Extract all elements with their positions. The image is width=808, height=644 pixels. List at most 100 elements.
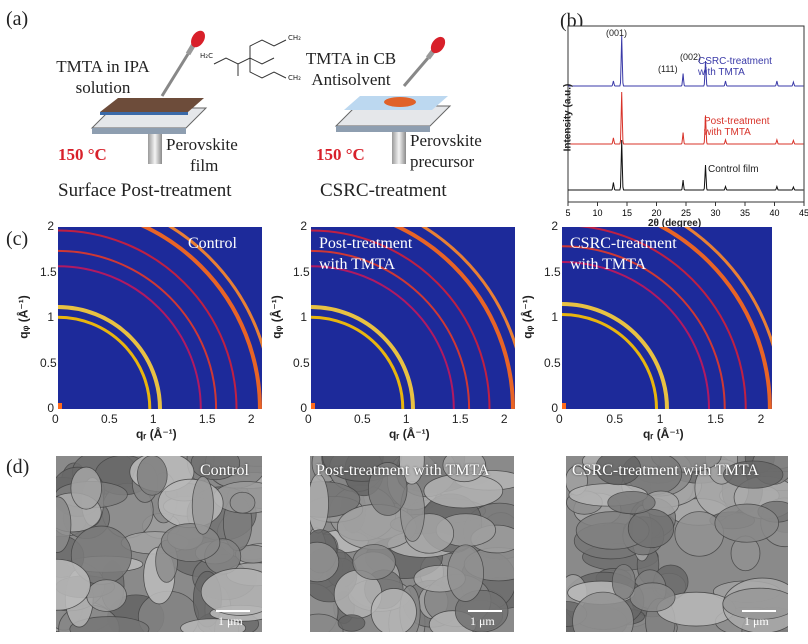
scale-bar-0: [216, 610, 250, 612]
giwaxs-ytick-label: 1: [551, 310, 558, 324]
sem-label-0: Control: [200, 462, 249, 479]
schematic-drawing: [90, 30, 452, 164]
giwaxs-ytick-label: 2: [47, 219, 54, 233]
xrd-series-2: [568, 139, 804, 191]
xrd-xtick-label: 25: [681, 208, 691, 218]
scale-bar-2: [742, 610, 776, 612]
right-antisolvent-text: TMTA in CB Antisolvent: [305, 49, 397, 89]
sem-image-1: [310, 456, 514, 632]
giwaxs-xtick-label: 2: [500, 412, 508, 426]
giwaxs-xtick-label: 1: [149, 412, 157, 426]
xrd-xtick-label: 20: [651, 208, 661, 218]
scale-bar-text-0: 1 μm: [218, 614, 243, 628]
scale-bar-1: [468, 610, 502, 612]
left-hotplate: [90, 98, 208, 164]
panel-label-d: (d): [6, 456, 30, 478]
giwaxs-label-1: Post-treatment with TMTA: [319, 233, 412, 275]
giwaxs-ytick-label: 0.5: [544, 355, 561, 370]
sem-label-1: Post-treatment with TMTA: [316, 462, 490, 479]
left-film-text: Perovskite film: [166, 135, 238, 175]
right-hotplate: [334, 96, 452, 164]
sem-image-0: [56, 456, 262, 632]
giwaxs-ytick-label: 0: [551, 401, 558, 415]
perovskite-film-left: [100, 98, 204, 112]
right-precursor-text: Perovskite precursor: [410, 131, 482, 171]
giwaxs-ytick-label: 2: [551, 219, 558, 233]
giwaxs-ytick-label: 0: [47, 401, 54, 415]
giwaxs-xtick-label: 0: [305, 412, 312, 426]
tmta-molecule: [213, 39, 287, 79]
giwaxs-ytick-label: 0.5: [293, 355, 310, 370]
giwaxs-ytick-label: 1.5: [293, 264, 310, 279]
xrd-xtick-label: 35: [740, 208, 750, 218]
giwaxs-xtick-label: 1.5: [198, 412, 216, 426]
giwaxs-label-line1: Control: [188, 235, 237, 252]
giwaxs-ylabel: qᵩ (Å⁻¹): [269, 295, 284, 339]
precursor-drop: [384, 97, 416, 107]
pipette-left: [160, 30, 205, 97]
left-temperature: 150 °C: [58, 145, 107, 164]
giwaxs-label-0: Control: [188, 233, 237, 254]
giwaxs-label-line2: with TMTA: [570, 256, 647, 273]
right-temperature: 150 °C: [316, 145, 365, 164]
giwaxs-xtick-label: 0: [556, 412, 563, 426]
left-solution-text: TMTA in IPA solution: [56, 57, 150, 97]
giwaxs-xtick-label: 0.5: [606, 412, 624, 426]
giwaxs-ytick-label: 0: [300, 401, 307, 415]
giwaxs-image-1: [311, 227, 515, 409]
xrd-xtick-label: 45: [799, 208, 808, 218]
giwaxs-xtick-label: 1.5: [451, 412, 469, 426]
giwaxs-ytick-label: 2: [300, 219, 307, 233]
giwaxs-xtick-label: 2: [757, 412, 765, 426]
scale-bar-text-1: 1 μm: [470, 614, 495, 628]
giwaxs-xtick-label: 0.5: [100, 412, 118, 426]
peak-label-111: (111): [658, 64, 678, 74]
molecule-label-1: H₂C: [200, 52, 213, 60]
xrd-xtick-label: 10: [592, 208, 602, 218]
peak-label-002: (002): [680, 52, 702, 62]
panel-label-c: (c): [6, 228, 29, 250]
left-method-title: Surface Post-treatment: [58, 180, 232, 201]
xrd-series-0: [568, 35, 804, 87]
right-method-title: CSRC-treatment: [320, 180, 447, 201]
giwaxs-ytick-label: 0.5: [40, 355, 57, 370]
xrd-xtick-label: 5: [565, 208, 570, 218]
giwaxs-ylabel: qᵩ (Å⁻¹): [520, 295, 535, 339]
giwaxs-label-line2: with TMTA: [319, 256, 396, 273]
xrd-chart: 5 10 15 20 25 30 35 40 45: [565, 25, 808, 218]
giwaxs-xlabel: qᵣ (Å⁻¹): [643, 427, 684, 441]
sem-label-2: CSRC-treatment with TMTA: [572, 462, 759, 479]
giwaxs-label-line1: CSRC-treatment: [570, 235, 677, 252]
xrd-series-1: [568, 91, 804, 145]
giwaxs-ytick-label: 1.5: [544, 264, 561, 279]
series-label-control: Control film: [708, 164, 759, 175]
molecule-label-2: CH₂: [288, 34, 301, 42]
giwaxs-xtick-label: 1: [402, 412, 410, 426]
giwaxs-label-line1: Post-treatment: [319, 235, 413, 252]
molecule-label-3: CH₂: [288, 74, 301, 82]
xrd-xtick-label: 15: [622, 208, 632, 218]
sem-image-2: [566, 456, 788, 632]
xrd-xtick-label: 40: [769, 208, 779, 218]
giwaxs-xtick-label: 0.5: [353, 412, 371, 426]
giwaxs-xlabel: qᵣ (Å⁻¹): [389, 427, 430, 441]
series-label-post: Post-treatment with TMTA: [704, 116, 770, 138]
series-label-csrc: CSRC-treatment with TMTA: [698, 56, 772, 78]
giwaxs-xtick-label: 0: [52, 412, 59, 426]
giwaxs-ylabel: qᵩ (Å⁻¹): [16, 295, 31, 339]
xrd-ylabel: Intensity (a.u.): [562, 83, 574, 152]
giwaxs-xtick-label: 1.5: [707, 412, 724, 426]
giwaxs-ytick-label: 1: [300, 310, 307, 324]
pipette-right: [402, 36, 446, 87]
giwaxs-xlabel: qᵣ (Å⁻¹): [136, 427, 177, 441]
giwaxs-image-2: [562, 227, 772, 409]
giwaxs-label-2: CSRC-treatment with TMTA: [570, 233, 677, 275]
giwaxs-ytick-label: 1.5: [40, 264, 57, 279]
scale-bar-text-2: 1 μm: [744, 614, 769, 628]
xrd-xtick-label: 30: [710, 208, 720, 218]
giwaxs-image-0: [58, 227, 262, 409]
xrd-xlabel: 2θ (degree): [648, 218, 702, 229]
panel-label-a: (a): [6, 8, 29, 30]
giwaxs-ytick-label: 1: [47, 310, 54, 324]
giwaxs-xtick-label: 2: [247, 412, 255, 426]
